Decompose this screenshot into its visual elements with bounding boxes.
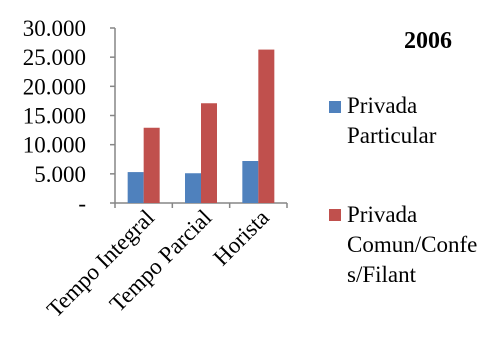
y-tick-label: 5.000: [34, 162, 86, 187]
x-tick-label: Tempo Parcial: [105, 205, 217, 317]
bar-tempo-parcial-series-2: [201, 103, 217, 203]
x-tick-label: Horista: [208, 205, 274, 271]
y-tick-label: 20.000: [23, 74, 86, 99]
bar-horista-series-1: [242, 161, 259, 203]
chart-title: 2006: [404, 28, 452, 54]
chart-bars: [127, 49, 275, 204]
y-tick-label: 10.000: [23, 133, 86, 158]
y-tick-label: 25.000: [23, 45, 86, 70]
legend-label: Privada Comun/Confe s/Filant: [347, 202, 477, 287]
bar-tempo-parcial-series-1: [185, 173, 201, 203]
bar-horista-series-2: [258, 49, 275, 204]
y-tick-label: -: [78, 191, 86, 216]
legend-swatch: [329, 101, 341, 113]
y-tick-labels: - 5.000 10.000 15.000 20.000 25.000 30.000: [23, 16, 86, 216]
y-tick-label: 15.000: [23, 104, 86, 129]
chart-legend: Privada Particular Privada Comun/Confe s/Fil…: [329, 93, 477, 287]
legend-label: Privada Particular: [347, 93, 437, 148]
legend-swatch: [329, 209, 341, 221]
y-tick-label: 30.000: [23, 16, 86, 41]
bar-tempo-integral-series-1: [127, 172, 144, 203]
bar-tempo-integral-series-2: [143, 127, 160, 203]
